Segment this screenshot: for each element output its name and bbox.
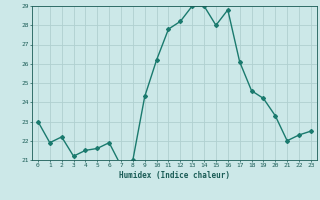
X-axis label: Humidex (Indice chaleur): Humidex (Indice chaleur) — [119, 171, 230, 180]
